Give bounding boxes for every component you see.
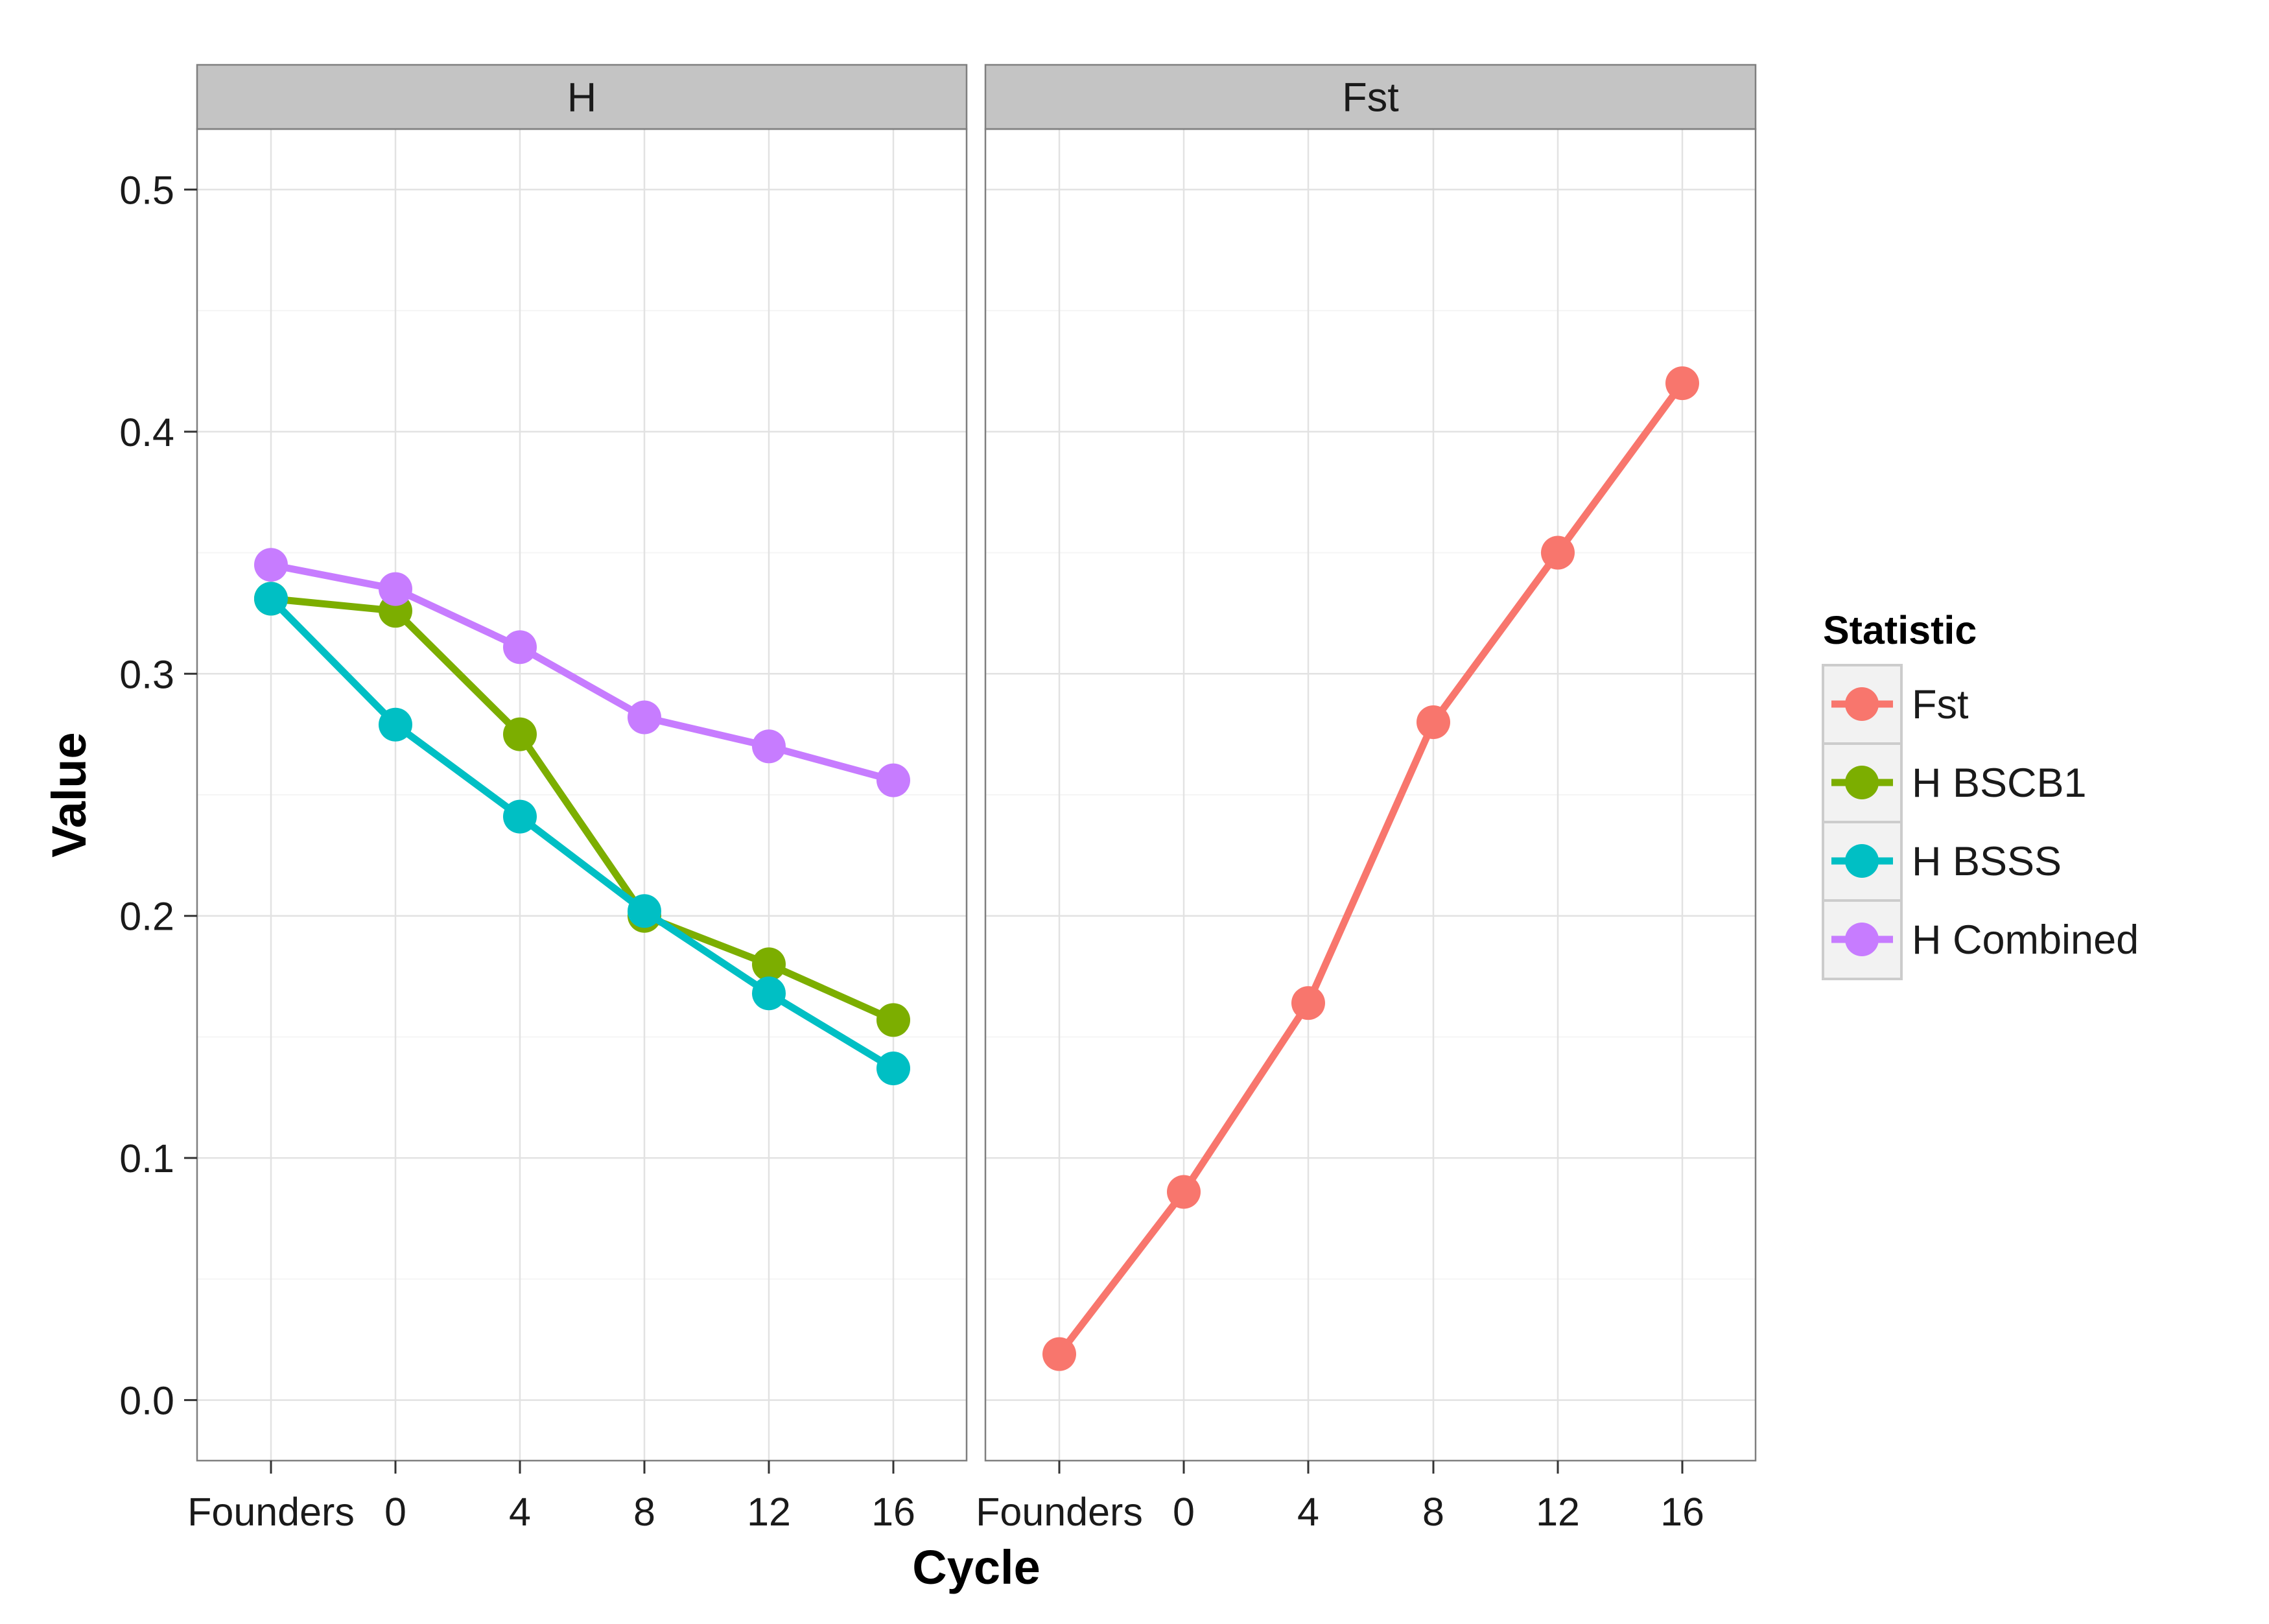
y-tick-label: 0.2 bbox=[119, 895, 174, 939]
series-line-fst bbox=[1056, 381, 1686, 1357]
data-point-h-bsss bbox=[752, 976, 786, 1011]
y-tick-label: 0.3 bbox=[119, 652, 174, 696]
x-tick-label: Founders bbox=[187, 1490, 355, 1534]
x-tick-label: 0 bbox=[384, 1490, 406, 1534]
strip-fst bbox=[984, 64, 1757, 130]
data-point-fst bbox=[1541, 535, 1575, 570]
strip-label-h: H bbox=[567, 75, 597, 121]
data-point-h-combined bbox=[503, 630, 537, 665]
legend-point-fst bbox=[1845, 687, 1879, 721]
data-point-fst bbox=[1417, 705, 1450, 739]
legend-point-h-bsss bbox=[1845, 844, 1879, 878]
legend-label-fst: Fst bbox=[1912, 682, 1969, 727]
y-tick-label: 0.1 bbox=[119, 1136, 174, 1181]
x-tick-label: 8 bbox=[633, 1490, 655, 1534]
x-tick-label: 16 bbox=[871, 1490, 915, 1534]
x-tick-label: 0 bbox=[1173, 1490, 1195, 1534]
legend-point-h-bscb1 bbox=[1845, 766, 1879, 799]
x-tick-label: 12 bbox=[747, 1490, 791, 1534]
data-point-h-bsss bbox=[628, 894, 661, 928]
data-point-h-bscb1 bbox=[876, 1003, 910, 1037]
y-tick-label: 0.5 bbox=[119, 168, 174, 212]
x-tick-label: 16 bbox=[1660, 1490, 1704, 1534]
data-point-h-bsss bbox=[254, 582, 288, 616]
strip-h bbox=[196, 64, 968, 130]
data-point-h-combined bbox=[876, 763, 910, 797]
data-point-h-combined bbox=[628, 700, 661, 735]
data-point-h-bscb1 bbox=[752, 947, 786, 982]
legend-label-h-combined: H Combined bbox=[1912, 917, 2139, 963]
x-tick-label: 12 bbox=[1536, 1490, 1580, 1534]
data-point-h-bsss bbox=[503, 799, 537, 834]
strip-label-fst: Fst bbox=[1342, 75, 1399, 121]
y-tick-label: 0.0 bbox=[119, 1379, 174, 1423]
x-tick-label: 8 bbox=[1422, 1490, 1444, 1534]
x-tick-label: 4 bbox=[1297, 1490, 1319, 1534]
series-line-h-combined bbox=[270, 561, 895, 784]
x-axis-title: Cycle bbox=[912, 1540, 1040, 1594]
data-point-fst bbox=[1167, 1175, 1201, 1209]
legend-title: Statistic bbox=[1823, 608, 1977, 652]
data-point-fst bbox=[1042, 1337, 1076, 1371]
y-axis-title: Value bbox=[42, 732, 96, 857]
data-point-h-bscb1 bbox=[503, 717, 537, 751]
x-tick-label: Founders bbox=[976, 1490, 1143, 1534]
series-line-h-bsss bbox=[268, 596, 895, 1072]
data-point-fst bbox=[1291, 986, 1325, 1020]
legend-point-h-combined bbox=[1845, 923, 1879, 956]
data-point-h-combined bbox=[752, 729, 786, 764]
data-point-h-bsss bbox=[379, 707, 412, 742]
y-tick-label: 0.4 bbox=[119, 410, 174, 454]
x-tick-label: 4 bbox=[509, 1490, 531, 1534]
series-line-h-bscb1 bbox=[270, 595, 895, 1024]
legend-label-h-bsss: H BSSS bbox=[1912, 839, 2062, 884]
data-point-h-combined bbox=[254, 548, 288, 582]
data-point-h-bsss bbox=[876, 1052, 910, 1086]
data-point-fst bbox=[1665, 366, 1699, 401]
legend-label-h-bscb1: H BSCB1 bbox=[1912, 760, 2087, 806]
data-point-h-combined bbox=[379, 572, 412, 606]
